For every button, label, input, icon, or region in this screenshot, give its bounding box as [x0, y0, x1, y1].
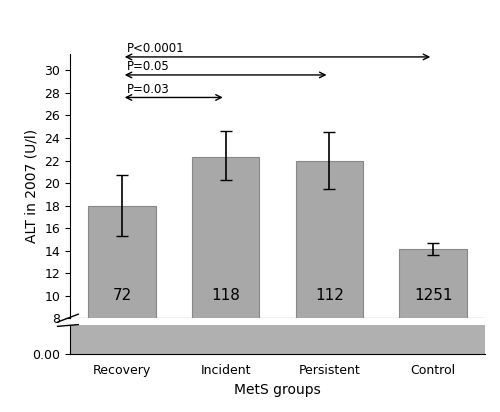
Text: P=0.03: P=0.03: [127, 83, 170, 96]
Text: 112: 112: [315, 288, 344, 304]
Bar: [296, 161, 363, 318]
Text: 118: 118: [211, 288, 240, 304]
X-axis label: MetS groups: MetS groups: [234, 383, 321, 397]
Text: 1251: 1251: [414, 288, 453, 304]
Bar: [400, 249, 467, 318]
Text: 72: 72: [112, 288, 132, 304]
Bar: [88, 206, 156, 318]
Text: P=0.05: P=0.05: [127, 60, 170, 73]
Text: P<0.0001: P<0.0001: [127, 42, 184, 55]
Y-axis label: ALT in 2007 (U/l): ALT in 2007 (U/l): [25, 129, 39, 243]
Bar: [192, 157, 260, 318]
